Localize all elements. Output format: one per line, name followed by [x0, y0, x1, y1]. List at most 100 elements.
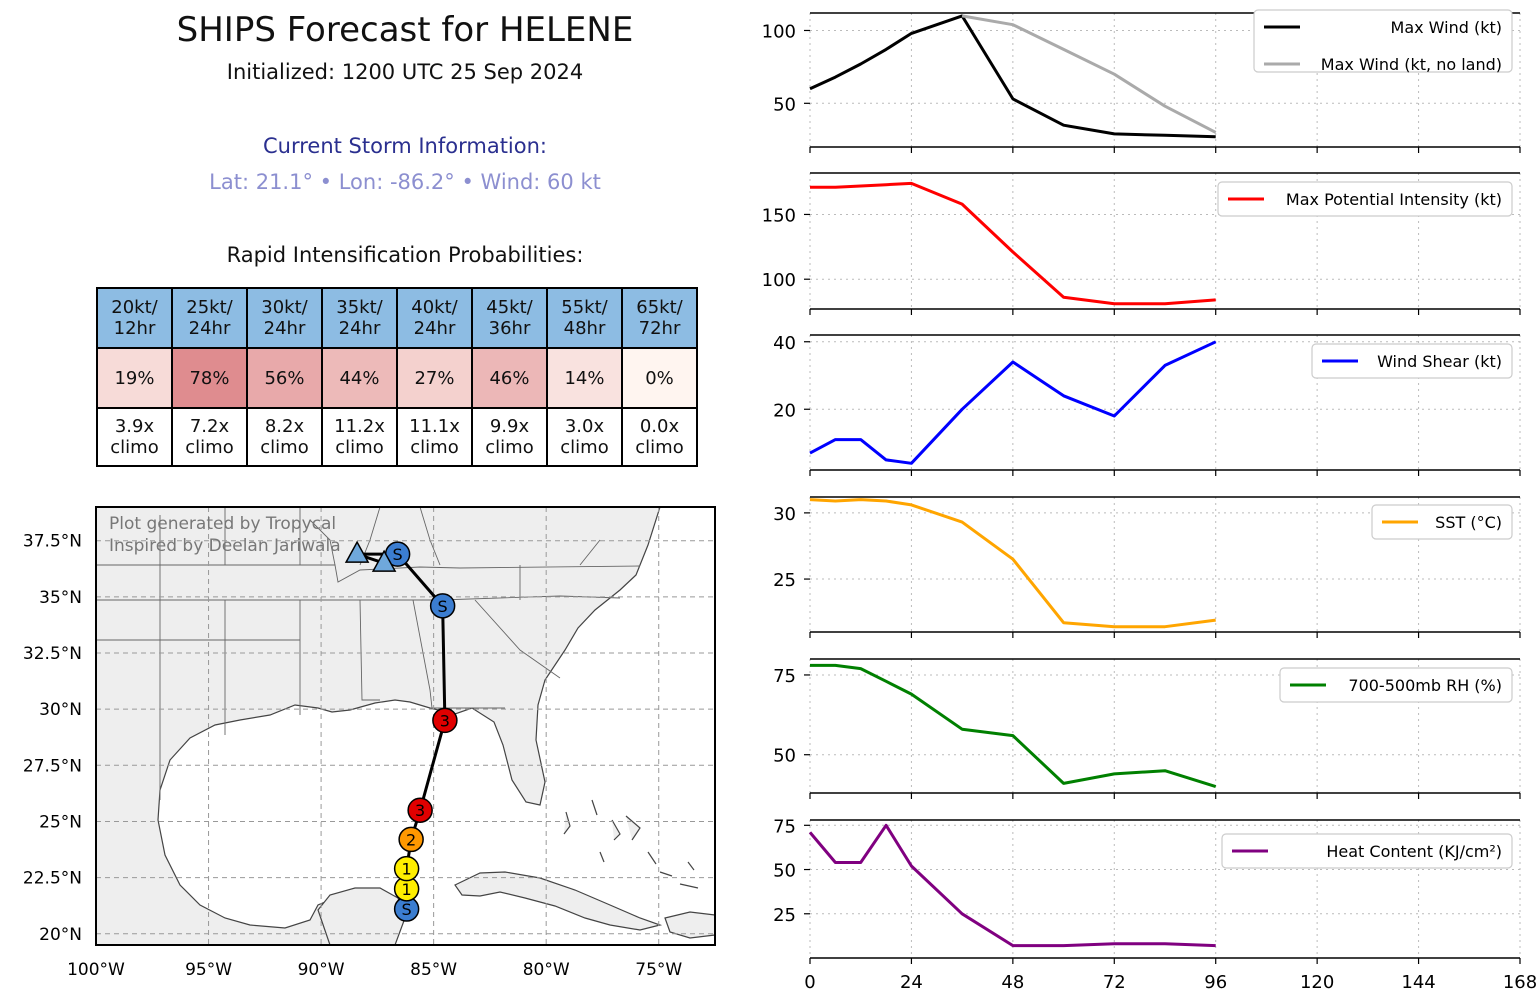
ri-header-threshold: 65kt/	[636, 297, 683, 318]
ri-probability-cell: 14%	[546, 347, 623, 409]
track-point-category: S	[438, 597, 448, 616]
ri-header-cell: 45kt/36hr	[471, 287, 548, 349]
ri-header-threshold: 45kt/	[486, 297, 533, 318]
ri-header-cell: 40kt/24hr	[396, 287, 473, 349]
track-point-category: S	[393, 545, 403, 564]
ri-header-threshold: 20kt/	[111, 297, 158, 318]
track-point-marker	[407, 797, 433, 823]
ri-climo-label: climo	[110, 437, 159, 458]
track-point-category: 2	[406, 830, 416, 849]
map-lat-label: 22.5°N	[23, 869, 82, 889]
map-lat-label: 27.5°N	[23, 756, 82, 776]
ri-header-period: 36hr	[488, 318, 531, 339]
ri-climo-ratio: 9.9x	[489, 416, 530, 437]
ri-probability-cell: 27%	[396, 347, 473, 409]
map-axis-labels: 100°W 95°W 90°W 85°W 80°W 75°W 20°N 22.5°N 25°N 2…	[23, 532, 682, 980]
ri-header-threshold: 30kt/	[261, 297, 308, 318]
map-geography	[96, 507, 715, 945]
track-point-marker	[432, 707, 458, 734]
ri-climo-ratio: 11.1x	[409, 416, 460, 437]
ri-header-period: 72hr	[638, 318, 681, 339]
ri-probability-cell: 0%	[621, 347, 698, 409]
track-point-remnant	[344, 540, 370, 563]
ri-climo-cell: 3.9x climo	[96, 407, 173, 467]
init-time: Initialized: 1200 UTC 25 Sep 2024	[226, 60, 584, 84]
ri-header-period: 48hr	[563, 318, 606, 339]
ri-header-cell: 35kt/24hr	[321, 287, 398, 349]
ri-climo-cell: 11.2x climo	[321, 407, 398, 467]
map-lon-label: 80°W	[523, 960, 570, 980]
map-lon-label: 85°W	[410, 960, 457, 980]
ri-climo-ratio: 3.9x	[114, 416, 155, 437]
ri-climo-label: climo	[410, 437, 459, 458]
ri-header-threshold: 35kt/	[336, 297, 383, 318]
track-point-category: 1	[402, 860, 412, 879]
map-lat-label: 25°N	[39, 812, 82, 832]
track-point-marker	[393, 855, 420, 882]
ri-table-title: Rapid Intensification Probabilities:	[226, 243, 584, 267]
map-lon-label: 95°W	[185, 960, 232, 980]
ri-probability-cell: 44%	[321, 347, 398, 409]
land-bahamas	[563, 799, 699, 889]
track-point-category: 1	[402, 880, 412, 899]
ri-climo-label: climo	[335, 437, 384, 458]
ri-climo-label: climo	[260, 437, 309, 458]
ri-climo-label: climo	[185, 437, 234, 458]
ri-header-threshold: 40kt/	[411, 297, 458, 318]
ri-climo-ratio: 0.0x	[639, 416, 680, 437]
ri-header-cell: 30kt/24hr	[246, 287, 323, 349]
track-point-remnant	[371, 549, 397, 572]
ri-header-period: 24hr	[263, 318, 306, 339]
ri-climo-ratio: 11.2x	[334, 416, 385, 437]
ri-climo-label: climo	[635, 437, 684, 458]
track-point-marker	[398, 826, 424, 853]
page-title: SHIPS Forecast for HELENE	[176, 10, 634, 50]
ri-climo-ratio: 3.0x	[564, 416, 605, 437]
ri-climo-cell: 7.2x climo	[171, 407, 248, 467]
track-point-category: 3	[440, 711, 450, 730]
ri-climo-ratio: 7.2x	[189, 416, 230, 437]
ri-header-period: 24hr	[188, 318, 231, 339]
ri-header-threshold: 25kt/	[186, 297, 233, 318]
ri-probability-cell: 56%	[246, 347, 323, 409]
map-credit-line1: Plot generated by Tropycal	[109, 514, 336, 534]
map-lat-label: 32.5°N	[23, 644, 82, 664]
ri-probability-cell: 19%	[96, 347, 173, 409]
map-lon-label: 75°W	[635, 960, 682, 980]
map-lat-label: 35°N	[39, 588, 82, 608]
ri-header-cell: 25kt/24hr	[171, 287, 248, 349]
ri-climo-cell: 9.9x climo	[471, 407, 548, 467]
ri-header-cell: 20kt/12hr	[96, 287, 173, 349]
map-lon-label: 90°W	[298, 960, 345, 980]
land-north-america	[96, 507, 661, 945]
map-lat-label: 30°N	[39, 700, 82, 720]
ri-climo-cell: 3.0x climo	[546, 407, 623, 467]
ri-probability-cell: 78%	[171, 347, 248, 409]
land-cuba	[454, 871, 663, 931]
ri-climo-cell: 8.2x climo	[246, 407, 323, 467]
ri-header-period: 24hr	[413, 318, 456, 339]
map-lat-label: 20°N	[39, 925, 82, 945]
ri-climo-label: climo	[485, 437, 534, 458]
map-credit-line2: Inspired by Deelan Jariwala	[109, 536, 341, 556]
ri-climo-label: climo	[560, 437, 609, 458]
ri-header-threshold: 55kt/	[561, 297, 608, 318]
map-lon-label: 100°W	[67, 960, 125, 980]
storm-info-summary: Lat: 21.1° • Lon: -86.2° • Wind: 60 kt	[209, 170, 601, 194]
track-point-category: 3	[415, 801, 425, 820]
ri-header-cell: 55kt/48hr	[546, 287, 623, 349]
ri-climo-cell: 11.1x climo	[396, 407, 473, 467]
ri-climo-cell: 0.0x climo	[621, 407, 698, 467]
ri-probability-table: 20kt/12hr 25kt/24hr 30kt/24hr 35kt/24hr 40kt…	[96, 287, 698, 467]
land-hispaniola	[664, 911, 715, 939]
ri-probability-cell: 46%	[471, 347, 548, 409]
storm-info-heading: Current Storm Information:	[263, 134, 547, 158]
ri-header-cell: 65kt/72hr	[621, 287, 698, 349]
track-point-category: S	[402, 900, 412, 919]
map-lat-label: 37.5°N	[23, 532, 82, 552]
track-point-marker	[429, 593, 456, 619]
map-gridlines	[96, 507, 715, 945]
